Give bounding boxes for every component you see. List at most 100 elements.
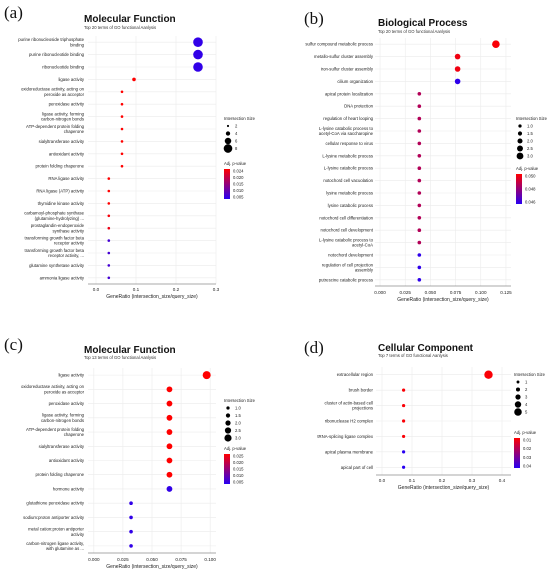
colorbar-tick-label: 0.020 xyxy=(233,460,244,465)
size-legend-dot xyxy=(226,406,230,410)
data-point xyxy=(417,92,422,96)
category-label: carbon-nitrogen ligase activity, with glu… xyxy=(26,541,84,551)
category-label: apical plasma membrane xyxy=(325,449,374,454)
size-legend-label: 1.5 xyxy=(527,131,533,136)
category-label: RNA ligase activity xyxy=(48,176,84,181)
category-label: notochord cell development xyxy=(320,228,373,233)
data-point xyxy=(417,104,422,108)
data-point xyxy=(120,140,124,143)
size-legend-dot xyxy=(224,434,232,442)
data-point xyxy=(454,78,461,85)
color-legend-title: Adj. p-value xyxy=(516,166,539,171)
x-axis-label: GeneRatio (intersection_size/query_size) xyxy=(397,297,489,303)
category-label: ligase activity, forming carbon-nitrogen … xyxy=(41,112,85,122)
category-label: cellular response to virus xyxy=(325,141,373,146)
data-point xyxy=(129,501,133,505)
category-label: regulation of heart looping xyxy=(323,116,373,121)
category-label: ribonuclease H2 complex xyxy=(325,419,374,424)
category-label: notochord cell vacuolation xyxy=(323,178,373,183)
chart-subtitle: Top 7 terms of GO functional Aanlysis xyxy=(378,353,448,358)
data-point xyxy=(402,465,406,469)
category-label: L-lysine metabolic process xyxy=(322,153,373,158)
chart-subtitle: Top 13 terms of GO functional Aanlysis xyxy=(84,355,156,360)
category-label: glutathione peroxidase activity xyxy=(26,501,84,506)
size-legend-label: 3.0 xyxy=(235,436,241,441)
size-legend-dot xyxy=(223,144,233,153)
category-label: metal cation:proton antiporter activity xyxy=(28,527,85,537)
size-legend-title: Intersection Size xyxy=(224,116,256,121)
chart-subtitle: Top 20 terms of GO functional Aanlysis xyxy=(84,25,156,30)
size-legend-dot xyxy=(225,131,231,136)
category-label: DNA protection xyxy=(344,104,374,109)
data-point xyxy=(492,40,500,48)
data-point xyxy=(107,189,111,193)
data-point xyxy=(454,66,461,72)
data-point xyxy=(107,226,111,230)
category-label: regulation of cell projection assembly xyxy=(322,262,374,272)
category-label: glutamine synthetase activity xyxy=(29,263,85,268)
category-label: ammonia ligase activity xyxy=(40,275,85,280)
data-point xyxy=(166,429,173,435)
category-label: notochord development xyxy=(328,253,374,258)
panel-label: (c) xyxy=(4,335,23,354)
size-legend-label: 3.0 xyxy=(527,154,533,159)
category-label: protein folding chaperone xyxy=(36,472,85,477)
size-legend-dot xyxy=(226,124,230,128)
x-tick-label: 0.2 xyxy=(439,478,446,483)
size-legend-label: 2.0 xyxy=(235,421,241,426)
size-legend-dot xyxy=(517,138,523,144)
category-label: RNA ligase (ATP) activity xyxy=(36,189,85,194)
data-point xyxy=(417,265,422,270)
data-point xyxy=(107,202,111,205)
data-point xyxy=(129,544,133,548)
category-label: tRNA-splicing ligase complex xyxy=(317,434,373,439)
x-tick-label: 0.050 xyxy=(425,290,437,295)
category-label: apical part of cell xyxy=(341,465,373,470)
category-label: sialyltransferase activity xyxy=(39,139,85,144)
colorbar-tick-label: 0.010 xyxy=(233,473,244,478)
colorbar-tick-label: 0.050 xyxy=(525,174,536,179)
data-point xyxy=(402,450,406,454)
color-legend-title: Adj. p-value xyxy=(514,430,537,435)
size-legend-label: 1.5 xyxy=(235,413,241,418)
size-legend-label: 6 xyxy=(235,139,238,144)
colorbar-tick-label: 0.015 xyxy=(233,182,244,187)
data-point xyxy=(417,116,422,121)
colorbar-tick-label: 0.025 xyxy=(233,454,244,459)
category-label: lysine metabolic process xyxy=(326,191,373,196)
data-point xyxy=(417,216,422,220)
colorbar-tick-label: 0.010 xyxy=(233,188,244,193)
color-legend-title: Adj. p-value xyxy=(224,161,247,166)
category-label: ligase activity xyxy=(58,77,84,82)
size-legend-title: Intersection Size xyxy=(514,372,546,377)
category-label: transforming growth factor beta receptor … xyxy=(25,236,85,246)
panel-label: (d) xyxy=(304,338,324,357)
data-point xyxy=(417,166,422,170)
category-label: ATP-dependent protein folding chaperone xyxy=(26,124,85,134)
category-label: carbamoyl-phosphate synthase (glutamine-h… xyxy=(24,211,84,221)
size-legend-dot xyxy=(517,145,523,152)
colorbar xyxy=(224,454,230,484)
colorbar-tick-label: 0.020 xyxy=(233,175,244,180)
data-point xyxy=(120,102,124,106)
chart-subtitle: Top 20 terms of GO functional Aanlysis xyxy=(378,29,450,34)
category-label: purine ribonucleoside triphosphate bindin… xyxy=(18,37,84,47)
data-point xyxy=(120,115,124,118)
x-tick-label: 0.025 xyxy=(399,290,411,295)
colorbar-tick-label: 0.015 xyxy=(233,467,244,472)
size-legend-title: Intersection Size xyxy=(224,398,256,403)
category-label: hormone activity xyxy=(53,486,85,491)
data-point xyxy=(417,228,422,232)
x-tick-label: 0.100 xyxy=(204,557,216,562)
data-point xyxy=(120,164,124,168)
x-axis-label: GeneRatio (intersection_size/query_size) xyxy=(106,294,198,300)
category-label: peroxidase activity xyxy=(49,102,85,107)
category-label: oxidoreductase activity, acting on peroxi… xyxy=(21,87,85,97)
colorbar-tick-label: 0.04 xyxy=(523,464,532,469)
data-point xyxy=(202,371,211,380)
data-point xyxy=(107,177,111,180)
category-label: ATP-dependent protein folding chaperone xyxy=(26,427,85,437)
panel-label: (b) xyxy=(304,9,324,28)
data-point xyxy=(129,529,133,534)
category-label: transforming growth factor beta receptor … xyxy=(25,248,85,258)
